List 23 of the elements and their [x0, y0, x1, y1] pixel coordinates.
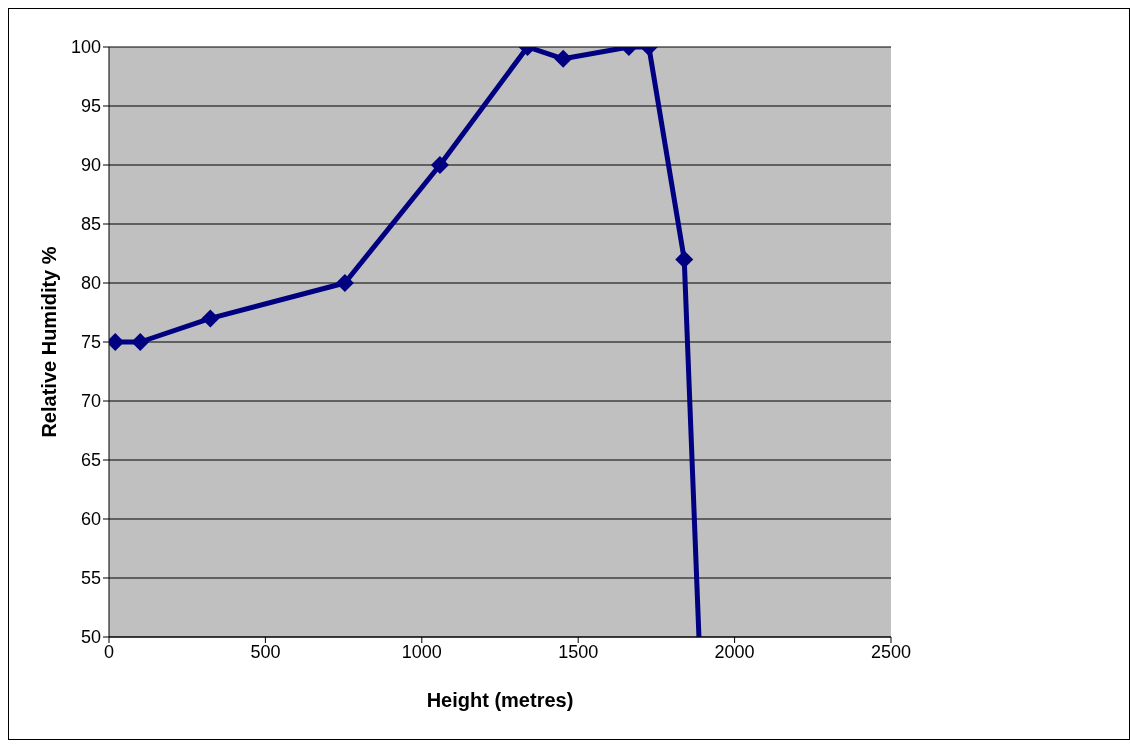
- y-tick-label: 95: [80, 96, 101, 117]
- y-tick-label: 80: [80, 273, 101, 294]
- x-axis-title: Height (metres): [426, 689, 574, 711]
- point: [675, 250, 694, 269]
- y-tick-label: 50: [80, 627, 101, 648]
- y-tick-label: 70: [80, 391, 101, 412]
- y-axis-title: Relative Humidity %: [38, 246, 61, 438]
- y-tick-label: 65: [80, 450, 101, 471]
- y-tick-label: 55: [80, 568, 101, 589]
- x-tick-label: 2500: [870, 641, 912, 662]
- y-tick-label: 60: [80, 509, 101, 530]
- point: [131, 333, 150, 351]
- x-tick-label: 2000: [714, 641, 755, 662]
- y-tick-label: 75: [80, 332, 101, 353]
- x-tick-label: 0: [103, 641, 115, 662]
- x-tick-label: 500: [250, 641, 281, 662]
- x-tick-label: 1500: [558, 641, 599, 662]
- y-tick-label: 100: [70, 37, 101, 58]
- x-tick-label: 1000: [401, 641, 442, 662]
- y-tick-label: 85: [80, 214, 101, 235]
- point: [201, 309, 220, 328]
- point: [335, 274, 354, 292]
- y-tick-label: 90: [80, 155, 101, 176]
